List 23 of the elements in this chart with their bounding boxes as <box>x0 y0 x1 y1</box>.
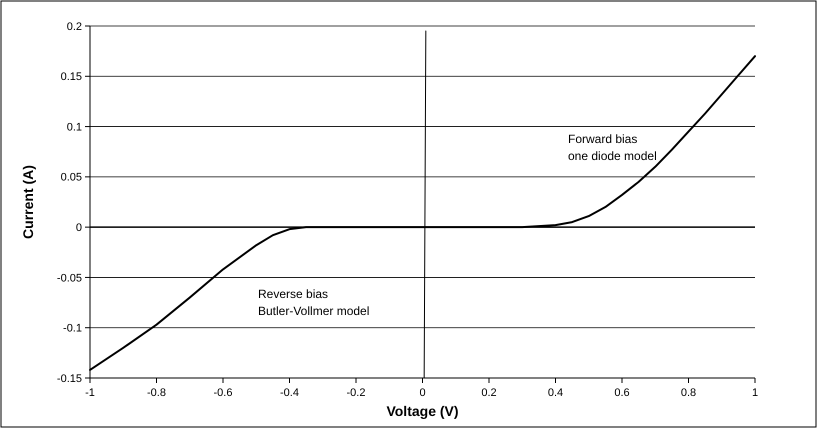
y-tick-label: 0.1 <box>66 121 82 134</box>
y-tick-label: -0.05 <box>56 272 82 284</box>
x-tick-label: 0.8 <box>680 387 696 399</box>
y-tick-label: 0.15 <box>60 71 82 84</box>
x-axis-title: Voltage (V) <box>386 403 459 419</box>
annotation: Forward bias one diode model <box>568 132 657 163</box>
x-tick-label: -0.6 <box>214 387 232 399</box>
y-tick-label: 0.05 <box>60 172 82 184</box>
x-tick-label: -0.8 <box>147 387 166 399</box>
y-tick-label: -0.1 <box>63 322 82 335</box>
y-axis-title: Current (A) <box>20 165 36 239</box>
x-tick-label: 0.6 <box>614 387 630 399</box>
y-tick-label: 0 <box>76 222 82 234</box>
x-tick-label: 0 <box>419 387 426 399</box>
y-tick-label: 0.2 <box>66 20 82 33</box>
x-tick-label: -0.4 <box>280 387 299 399</box>
x-tick-label: -1 <box>85 387 95 399</box>
x-tick-label: 0.2 <box>481 387 497 399</box>
x-tick-label: -0.2 <box>346 387 366 399</box>
y-tick-label: -0.15 <box>56 372 82 385</box>
x-tick-label: 1 <box>752 387 758 399</box>
x-tick-label: 0.4 <box>548 387 564 399</box>
annotation: Reverse bias Butler-Vollmer model <box>258 287 370 318</box>
